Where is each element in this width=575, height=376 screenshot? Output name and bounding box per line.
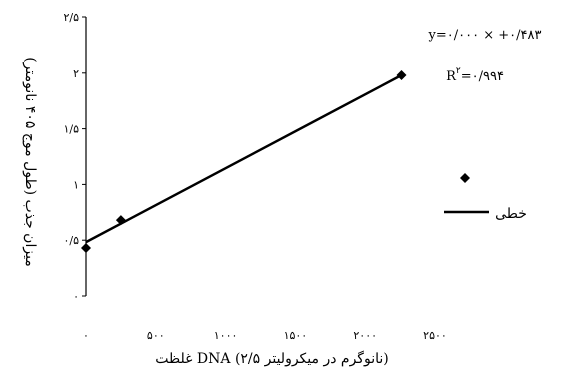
r-squared-value: =۰/۹۹۴ (461, 69, 504, 84)
y-axis-title: میزان جذب (طول موج ۴۰۵ نانومتر) (22, 57, 38, 267)
y-tick-label: ۱/۵ (63, 123, 79, 136)
x-axis-title: غلظت DNA (۲/۵ نانوگرم در میکرولیتر) (155, 350, 388, 367)
y-tick-label: ۱ (73, 178, 79, 191)
y-tick-label: ۲ (73, 67, 79, 80)
legend-marker (460, 173, 470, 183)
data-point (115, 215, 126, 226)
x-tick-label: ۲۰۰۰ (353, 329, 377, 342)
y-tick-label: ۲/۵ (63, 11, 79, 24)
y-tick-labels: ۰ ۰/۵ ۱ ۱/۵ ۲ ۲/۵ (63, 11, 79, 303)
legend-line-label: خطی (495, 206, 527, 222)
x-tick-label: ۱۵۰۰ (284, 329, 308, 342)
trendline-group (85, 73, 403, 244)
trendline-equation: y=۰/۰۰۰ × +۰/۴۸۳ (428, 28, 542, 43)
x-tick-label: ۱۰۰۰ (214, 329, 238, 342)
r-squared-exponent: ۲ (456, 66, 461, 76)
trendline (85, 73, 403, 244)
data-points (81, 70, 407, 254)
y-tick-label: ۰ (73, 290, 79, 303)
x-tick-labels: ۰ ۵۰۰ ۱۰۰۰ ۱۵۰۰ ۲۰۰۰ ۲۵۰۰ (83, 329, 447, 342)
r-squared-label: R (446, 69, 457, 84)
x-tick-label: ۰ (83, 329, 89, 342)
x-tick-label: ۲۵۰۰ (423, 329, 447, 342)
x-tick-label: ۵۰۰ (147, 329, 165, 342)
data-point (396, 70, 407, 81)
r-squared: R۲=۰/۹۹۴ (446, 66, 504, 84)
data-point (81, 243, 91, 254)
axes (82, 16, 87, 297)
y-tick-label: ۰/۵ (63, 234, 79, 247)
